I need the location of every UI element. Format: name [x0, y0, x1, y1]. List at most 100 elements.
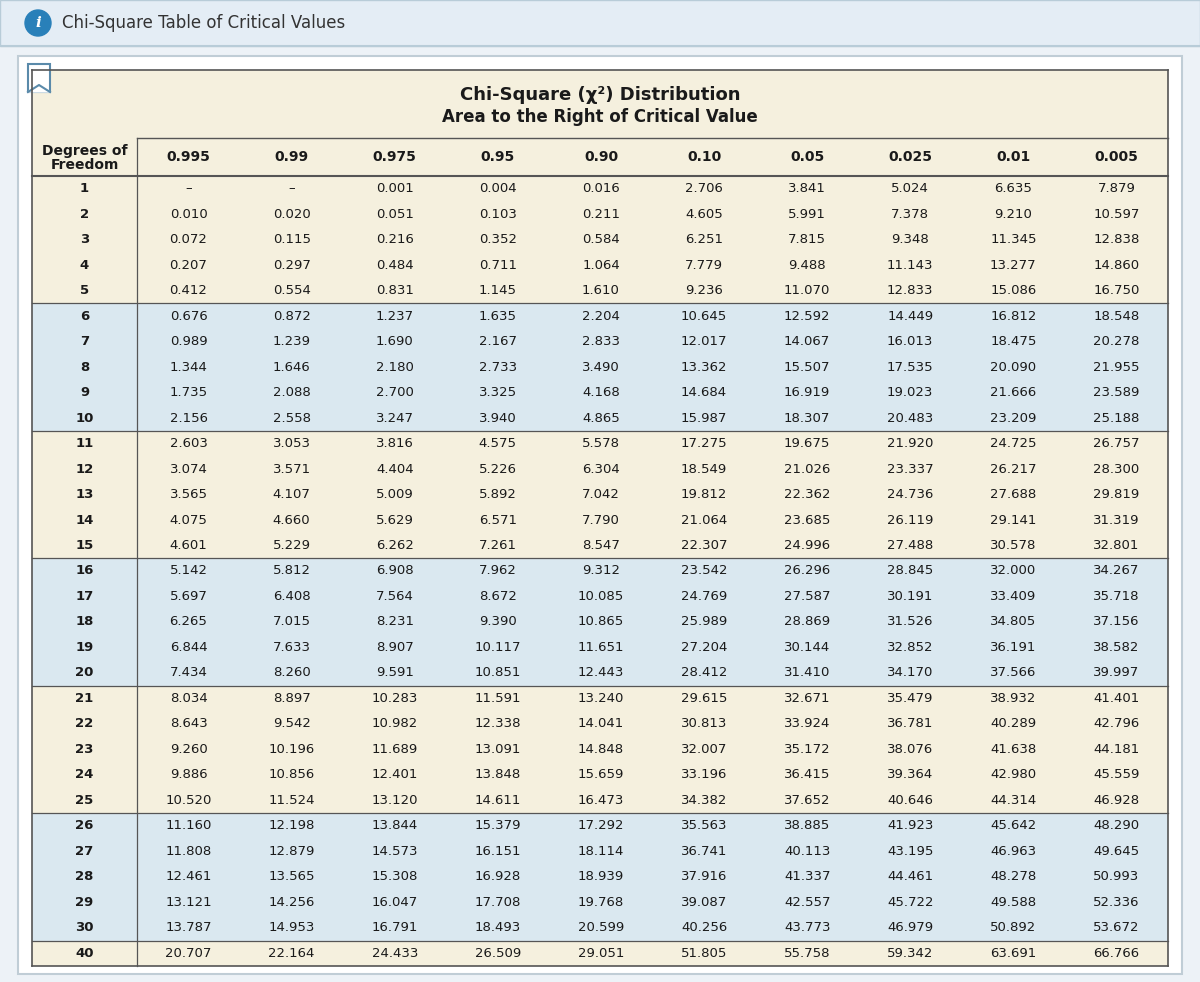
Bar — [32, 508, 1168, 533]
Text: 0.711: 0.711 — [479, 258, 517, 272]
Text: 8.672: 8.672 — [479, 590, 517, 603]
Bar — [32, 558, 1168, 583]
Text: 23.589: 23.589 — [1093, 386, 1140, 399]
Text: 15: 15 — [76, 539, 94, 552]
Bar — [32, 711, 1168, 736]
Text: Freedom: Freedom — [50, 158, 119, 172]
Text: 21.920: 21.920 — [887, 437, 934, 450]
Text: 30.144: 30.144 — [784, 641, 830, 654]
Text: 3.571: 3.571 — [272, 463, 311, 475]
Bar — [32, 482, 1168, 508]
Text: 27.488: 27.488 — [887, 539, 934, 552]
Text: 7.015: 7.015 — [272, 616, 311, 628]
Text: Degrees of: Degrees of — [42, 144, 127, 158]
Text: 12.833: 12.833 — [887, 284, 934, 298]
Text: 11.143: 11.143 — [887, 258, 934, 272]
Text: 13.787: 13.787 — [166, 921, 212, 934]
Text: 4.575: 4.575 — [479, 437, 517, 450]
Bar — [32, 70, 1168, 176]
Text: 8.260: 8.260 — [272, 667, 311, 680]
Text: 29.819: 29.819 — [1093, 488, 1140, 501]
Text: 14: 14 — [76, 514, 94, 526]
Text: 24.725: 24.725 — [990, 437, 1037, 450]
Text: 10.856: 10.856 — [269, 768, 314, 782]
Text: 2: 2 — [80, 208, 89, 221]
Text: 13.565: 13.565 — [269, 870, 314, 883]
Text: 28.845: 28.845 — [887, 565, 934, 577]
Text: 31.526: 31.526 — [887, 616, 934, 628]
Bar — [32, 660, 1168, 685]
Text: 26.509: 26.509 — [475, 947, 521, 959]
Text: 0.020: 0.020 — [272, 208, 311, 221]
Text: 38.885: 38.885 — [784, 819, 830, 833]
Text: 22.362: 22.362 — [784, 488, 830, 501]
Text: 11.689: 11.689 — [372, 743, 418, 756]
Text: 4.865: 4.865 — [582, 411, 620, 424]
Text: 0.90: 0.90 — [584, 150, 618, 164]
Text: 20: 20 — [76, 667, 94, 680]
Text: 27.204: 27.204 — [680, 641, 727, 654]
Text: 44.461: 44.461 — [887, 870, 934, 883]
Text: 41.401: 41.401 — [1093, 692, 1140, 705]
Bar — [28, 64, 50, 92]
Text: 50.892: 50.892 — [990, 921, 1037, 934]
Text: 10.645: 10.645 — [680, 309, 727, 323]
Text: 5.629: 5.629 — [376, 514, 414, 526]
Text: 45.642: 45.642 — [990, 819, 1037, 833]
Text: 3.940: 3.940 — [479, 411, 517, 424]
Text: 4: 4 — [80, 258, 89, 272]
Text: 38.582: 38.582 — [1093, 641, 1140, 654]
Text: 7.378: 7.378 — [892, 208, 929, 221]
Text: 37.916: 37.916 — [680, 870, 727, 883]
Bar — [32, 890, 1168, 915]
Text: 5.578: 5.578 — [582, 437, 620, 450]
Text: 34.170: 34.170 — [887, 667, 934, 680]
Text: 12.592: 12.592 — [784, 309, 830, 323]
Text: 39.087: 39.087 — [680, 896, 727, 908]
Text: 0.010: 0.010 — [169, 208, 208, 221]
Text: 2.706: 2.706 — [685, 183, 722, 195]
Text: 9.488: 9.488 — [788, 258, 826, 272]
Text: 7.564: 7.564 — [376, 590, 414, 603]
Text: 20.599: 20.599 — [578, 921, 624, 934]
Circle shape — [25, 10, 50, 36]
Text: –: – — [185, 183, 192, 195]
Bar — [32, 736, 1168, 762]
Text: 5: 5 — [80, 284, 89, 298]
Text: 50.993: 50.993 — [1093, 870, 1140, 883]
Text: 23.542: 23.542 — [680, 565, 727, 577]
Text: 6.408: 6.408 — [272, 590, 311, 603]
Text: 18.493: 18.493 — [475, 921, 521, 934]
Text: 6: 6 — [80, 309, 89, 323]
Bar — [32, 634, 1168, 660]
Text: 0.01: 0.01 — [996, 150, 1031, 164]
Text: 63.691: 63.691 — [990, 947, 1037, 959]
Text: 24.433: 24.433 — [372, 947, 418, 959]
Text: 52.336: 52.336 — [1093, 896, 1140, 908]
Text: 6.908: 6.908 — [376, 565, 414, 577]
Text: 4.168: 4.168 — [582, 386, 620, 399]
Text: 40.113: 40.113 — [784, 845, 830, 858]
Text: 35.479: 35.479 — [887, 692, 934, 705]
Text: 0.676: 0.676 — [169, 309, 208, 323]
Text: 19.812: 19.812 — [680, 488, 727, 501]
Text: 0.872: 0.872 — [272, 309, 311, 323]
Text: 31.410: 31.410 — [784, 667, 830, 680]
Text: 10.520: 10.520 — [166, 793, 211, 807]
Text: 32.007: 32.007 — [680, 743, 727, 756]
Text: 42.796: 42.796 — [1093, 718, 1140, 731]
Text: 34.805: 34.805 — [990, 616, 1037, 628]
Polygon shape — [28, 85, 50, 92]
Text: 1.690: 1.690 — [376, 335, 414, 349]
Text: 26: 26 — [76, 819, 94, 833]
Text: 17.275: 17.275 — [680, 437, 727, 450]
Text: 18.307: 18.307 — [784, 411, 830, 424]
Text: 41.923: 41.923 — [887, 819, 934, 833]
Text: 1.237: 1.237 — [376, 309, 414, 323]
Text: Chi-Square Table of Critical Values: Chi-Square Table of Critical Values — [62, 14, 346, 32]
Text: 0.005: 0.005 — [1094, 150, 1139, 164]
Text: 19.768: 19.768 — [578, 896, 624, 908]
Text: 33.924: 33.924 — [784, 718, 830, 731]
Bar — [32, 457, 1168, 482]
Text: 14.573: 14.573 — [372, 845, 418, 858]
